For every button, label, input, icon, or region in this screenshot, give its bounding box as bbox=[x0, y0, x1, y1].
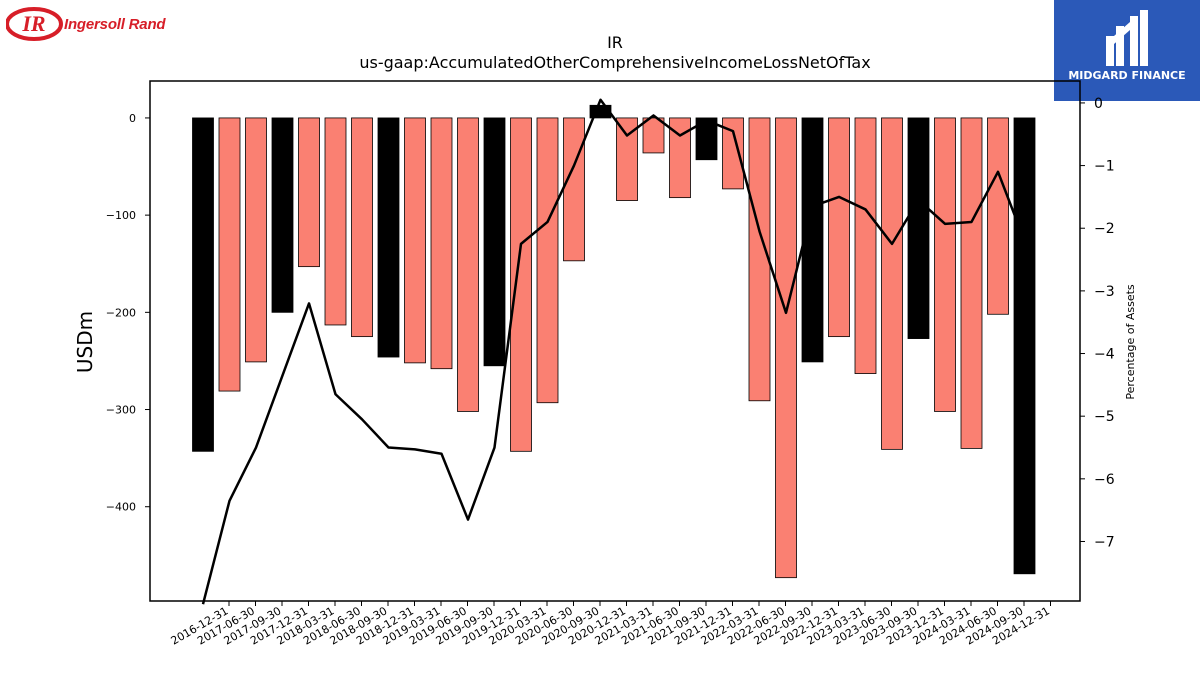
y-tick-label: 0 bbox=[129, 112, 136, 125]
y2-axis-label: Percentage of Assets bbox=[1124, 284, 1137, 400]
bar-2019-06-30 bbox=[430, 117, 453, 370]
percentage-of-assets-line bbox=[201, 98, 1026, 605]
bar-2017-09-30 bbox=[245, 117, 267, 363]
bar-2019-12-31 bbox=[483, 117, 506, 367]
brand-name: Ingersoll Rand bbox=[64, 16, 166, 33]
bar-2019-09-30 bbox=[457, 117, 479, 412]
bar-2022-03-31 bbox=[722, 117, 744, 190]
y2-tick-label: −5 bbox=[1094, 409, 1115, 425]
y2-tick-label: −4 bbox=[1094, 347, 1115, 363]
y-tick-label: −300 bbox=[106, 404, 136, 417]
y-tick-label: −200 bbox=[106, 306, 136, 319]
y-axis-label: USDm bbox=[73, 311, 97, 373]
bar-2021-03-31 bbox=[616, 117, 638, 201]
bar-2021-09-30 bbox=[669, 117, 691, 199]
y-tick-label: −400 bbox=[106, 501, 136, 514]
partner-name: MIDGARD FINANCE bbox=[1068, 69, 1186, 82]
bar-2018-06-30 bbox=[324, 117, 347, 326]
bar-2023-06-30 bbox=[854, 117, 877, 374]
brand-mark: IR bbox=[21, 11, 45, 36]
chart-subtitle: us-gaap:AccumulatedOtherComprehensiveInc… bbox=[359, 53, 870, 72]
y2-tick-label: −2 bbox=[1094, 221, 1115, 237]
y-tick-label: −100 bbox=[106, 209, 136, 222]
bar-2017-12-31 bbox=[271, 117, 294, 313]
bar-2021-06-30 bbox=[642, 117, 665, 154]
bar-2023-12-31 bbox=[907, 117, 930, 339]
bar-2024-03-31 bbox=[934, 117, 956, 412]
bar-2024-09-30 bbox=[987, 117, 1009, 315]
bar-2024-12-31 bbox=[1013, 117, 1036, 575]
chart-title: IR bbox=[607, 33, 623, 52]
bar-2020-09-30 bbox=[563, 117, 585, 262]
bar-2020-06-30 bbox=[536, 117, 559, 404]
midgard-finance-logo: MIDGARD FINANCE bbox=[1054, 0, 1200, 101]
bar-2022-12-31 bbox=[801, 117, 824, 363]
bar-2024-06-30 bbox=[960, 117, 983, 449]
bar-2017-06-30 bbox=[218, 117, 241, 392]
bar-2016-12-31 bbox=[192, 117, 214, 452]
midgard-emblem-icon bbox=[1106, 10, 1148, 66]
bar-2018-03-31 bbox=[298, 117, 320, 268]
y2-tick-label: 0 bbox=[1094, 96, 1103, 112]
bar-2022-06-30 bbox=[748, 117, 771, 402]
y2-tick-label: −3 bbox=[1094, 284, 1115, 300]
bar-2020-03-31 bbox=[510, 117, 532, 452]
bar-2022-09-30 bbox=[775, 117, 797, 579]
plot-frame bbox=[149, 80, 1081, 602]
bar-2023-09-30 bbox=[881, 117, 903, 450]
y2-tick-label: −1 bbox=[1094, 159, 1115, 175]
y2-tick-label: −7 bbox=[1094, 534, 1115, 550]
y2-tick-label: −6 bbox=[1094, 472, 1115, 488]
bar-2023-03-31 bbox=[828, 117, 850, 338]
bar-2018-09-30 bbox=[351, 117, 373, 338]
bar-2021-12-31 bbox=[695, 117, 718, 161]
ingersoll-rand-logo: IR bbox=[6, 7, 63, 41]
bar-2019-03-31 bbox=[404, 117, 426, 364]
bar-2018-12-31 bbox=[377, 117, 400, 358]
